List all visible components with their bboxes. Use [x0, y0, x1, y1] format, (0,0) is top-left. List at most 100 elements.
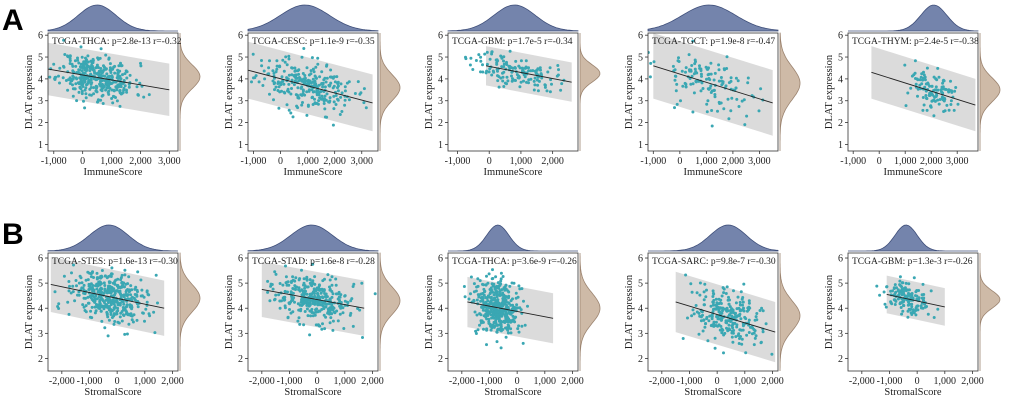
scatter-point [63, 53, 67, 56]
top-density-curve [848, 224, 978, 252]
scatter-point [307, 73, 311, 77]
scatter-point [517, 76, 521, 80]
scatter-point [286, 89, 289, 93]
scatter-point [500, 65, 504, 69]
scatter-point [485, 343, 488, 347]
scatter-point [272, 98, 275, 102]
scatter-point [754, 315, 758, 319]
scatter-point [122, 281, 126, 285]
scatter-point [473, 310, 477, 314]
regression-line [653, 65, 773, 104]
scatter-point [956, 102, 960, 106]
scatter-point [107, 56, 111, 60]
scatter-point [324, 302, 328, 306]
scatter-point [514, 291, 518, 295]
scatter-point [328, 84, 332, 88]
scatter-panel-4: 1 2 3 4 5 6 -1,000 0 1,000 2,000 3,000 ImmuneScore D… [624, 4, 801, 178]
scatter-point [283, 60, 287, 64]
scatter-point [323, 295, 327, 298]
scatter-point [102, 306, 106, 310]
scatter-point [297, 76, 301, 79]
scatter-point [261, 84, 265, 87]
right-density-curve [379, 33, 401, 151]
scatter-point [82, 305, 86, 309]
x-axis-title: StromalScore [484, 387, 541, 398]
scatter-point [118, 289, 122, 293]
scatter-point [267, 72, 271, 76]
scatter-point [490, 52, 494, 56]
y-tick-label: 2 [38, 118, 43, 129]
scatter-point [105, 304, 109, 308]
scatter-point [726, 319, 730, 323]
y-tick-label: 3 [838, 329, 843, 340]
scatter-point [311, 279, 315, 283]
x-tick-label: 0 [487, 156, 492, 167]
scatter-point [289, 281, 293, 284]
x-tick-label: -2,000 [849, 376, 875, 387]
scatter-point [301, 303, 305, 306]
scatter-point [127, 275, 131, 279]
scatter-point [702, 318, 706, 322]
scatter-point [148, 314, 152, 318]
scatter-point [353, 92, 357, 95]
x-tick-label: 2,000 [361, 376, 384, 387]
y-tick-label: 4 [638, 304, 643, 315]
scatter-point [726, 329, 730, 333]
right-density-curve [779, 32, 801, 151]
scatter-point [679, 99, 682, 103]
scatter-point [920, 296, 924, 300]
scatter-point [145, 300, 149, 304]
scatter-point [79, 78, 83, 82]
scatter-point [509, 320, 513, 324]
scatter-point [522, 79, 525, 83]
scatter-point [332, 107, 336, 111]
scatter-point [722, 333, 726, 337]
scatter-point [928, 84, 932, 88]
scatter-point [108, 86, 112, 90]
y-tick-label: 3 [38, 96, 43, 107]
y-tick-label: 5 [438, 53, 443, 64]
scatter-point [48, 75, 52, 79]
scatter-point [133, 293, 137, 296]
scatter-point [311, 290, 315, 294]
scatter-point [104, 67, 108, 71]
scatter-point [910, 74, 914, 78]
scatter-point [920, 293, 924, 297]
scatter-point [325, 64, 328, 68]
correlation-stat-label: TCGA-GBM: p=1.7e-5 r=-0.34 [452, 37, 573, 47]
x-axis-title: ImmuneScore [884, 167, 943, 178]
scatter-point [128, 303, 132, 307]
scatter-point [281, 283, 285, 287]
scatter-point [527, 69, 531, 73]
y-tick-label: 2 [238, 354, 243, 365]
scatter-point [90, 293, 94, 297]
scatter-point [98, 305, 102, 309]
scatter-point [911, 308, 915, 312]
scatter-point [94, 84, 98, 88]
scatter-panel-10: 2 3 4 5 6 -2,000 -1,000 0 1,000 2,000 StromalScore… [824, 224, 1001, 398]
scatter-point [302, 283, 305, 287]
scatter-point [477, 53, 481, 57]
scatter-point [525, 80, 528, 84]
plot-frame [647, 252, 779, 372]
scatter-point [110, 272, 114, 276]
scatter-point [98, 280, 102, 284]
scatter-point [305, 307, 309, 311]
plot-frame [47, 252, 179, 372]
scatter-point [114, 85, 118, 89]
scatter-point [297, 316, 301, 320]
scatter-point [559, 88, 563, 92]
scatter-point [105, 72, 109, 76]
y-tick-label: 1 [438, 140, 443, 151]
scatter-point [689, 282, 693, 286]
scatter-point [309, 314, 313, 318]
scatter-point [314, 308, 317, 312]
scatter-point [916, 87, 920, 91]
scatter-point [492, 293, 496, 297]
scatter-point [714, 307, 718, 311]
scatter-point [699, 69, 703, 73]
scatter-point [302, 277, 306, 281]
scatter-point [710, 109, 714, 112]
scatter-point [62, 274, 66, 278]
scatter-point [914, 82, 918, 86]
